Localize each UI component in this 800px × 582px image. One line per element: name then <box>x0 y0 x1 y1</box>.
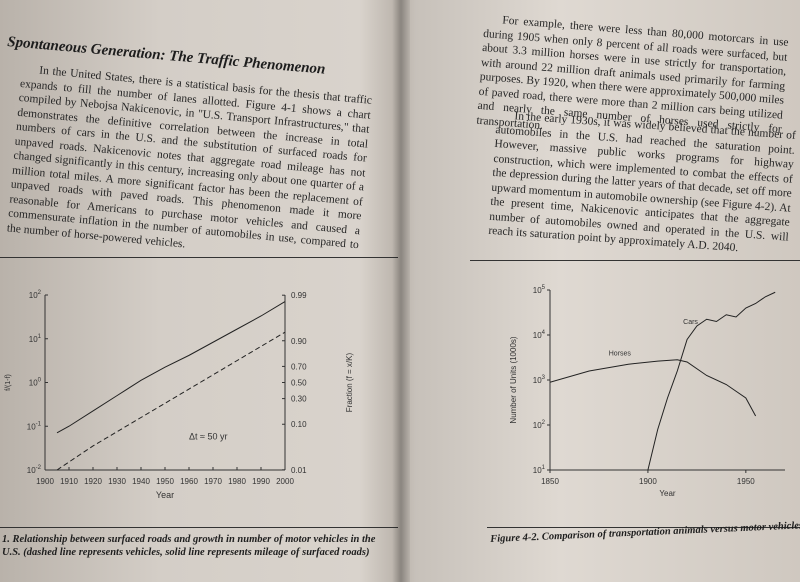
y-axis-label-right: Fraction (f = x/K) <box>345 352 354 412</box>
annotation-delta-t: Δt ≈ 50 yr <box>189 431 227 441</box>
x-tick-label: 1950 <box>156 477 174 486</box>
right-paragraph-2: In the early 1930s, it was widely believ… <box>488 108 796 259</box>
series-cars-line <box>647 291 776 471</box>
y-tick-label-left: 100 <box>29 378 42 388</box>
x-tick-label: 1990 <box>252 477 270 486</box>
y-tick-label-left: 102 <box>29 290 42 300</box>
y-tick-label-right: 0.50 <box>291 379 307 388</box>
x-tick-label: 1900 <box>639 477 657 486</box>
y-tick-label-left: 10-2 <box>27 465 42 475</box>
book-spine <box>392 0 410 582</box>
figure-4-2-chart: 1850 1900 1950 101 102 103 104 105 Year Number of… <box>509 285 785 498</box>
left-paragraph-text: In the United States, there is a statist… <box>6 64 373 252</box>
series-label-cars: Cars <box>683 319 698 326</box>
y-tick-label-right: 0.10 <box>291 420 307 429</box>
x-tick-label: 1910 <box>60 477 78 486</box>
y-tick-label: 101 <box>533 465 546 475</box>
y-tick-label: 105 <box>533 285 546 295</box>
figure-rule-bottom <box>0 527 398 528</box>
figure-4-1-caption: 1. Relationship between surfaced roads a… <box>2 534 376 558</box>
y-axis-label-left: f/(1-f) <box>5 374 12 391</box>
y-tick-label-right: 0.01 <box>291 466 307 475</box>
y-axis-label: Number of Units (1000s) <box>509 336 518 423</box>
series-roads-solid-line <box>56 301 286 434</box>
y-tick-label: 102 <box>533 420 546 430</box>
x-tick-label: 1960 <box>180 477 198 486</box>
x-tick-label: 1940 <box>132 477 150 486</box>
figure-4-2-rule-bottom <box>487 527 800 528</box>
x-tick-label: 1850 <box>541 477 559 486</box>
x-axis-label: Year <box>659 489 676 498</box>
y-tick-label-right: 0.70 <box>291 362 307 371</box>
y-tick-label-left: 101 <box>29 334 42 344</box>
series-horses-line <box>549 359 757 417</box>
figure-rule-top <box>0 257 398 258</box>
y-tick-label-right: 0.30 <box>291 395 307 404</box>
x-tick-label: 1950 <box>737 477 755 486</box>
x-tick-label: 1920 <box>84 477 102 486</box>
x-tick-label: 1980 <box>228 477 246 486</box>
y-tick-label: 103 <box>533 375 546 385</box>
y-tick-label-right: 0.99 <box>291 291 307 300</box>
figure-4-2-rule-top <box>470 260 800 261</box>
x-axis-label: Year <box>156 490 174 500</box>
y-tick-label-right: 0.90 <box>291 337 307 346</box>
x-tick-label: 1900 <box>36 477 54 486</box>
figure-4-2-caption: Figure 4-2. Comparison of transportation… <box>490 511 800 545</box>
figure-4-1-chart: 1900 1910 1920 1930 1940 1950 1960 1970 1980 1990… <box>5 290 354 500</box>
y-tick-label: 104 <box>533 330 546 340</box>
series-vehicles-dashed-line <box>56 331 286 471</box>
left-paragraph: In the United States, there is a statist… <box>6 62 372 267</box>
series-label-horses: Horses <box>609 350 632 357</box>
left-page: Spontaneous Generation: The Traffic Phen… <box>0 34 398 558</box>
y-tick-label-left: 10-1 <box>27 421 42 431</box>
right-paragraph-2-text: In the early 1930s, it was widely believ… <box>488 110 797 255</box>
x-tick-label: 2000 <box>276 477 294 486</box>
x-tick-label: 1970 <box>204 477 222 486</box>
x-tick-label: 1930 <box>108 477 126 486</box>
